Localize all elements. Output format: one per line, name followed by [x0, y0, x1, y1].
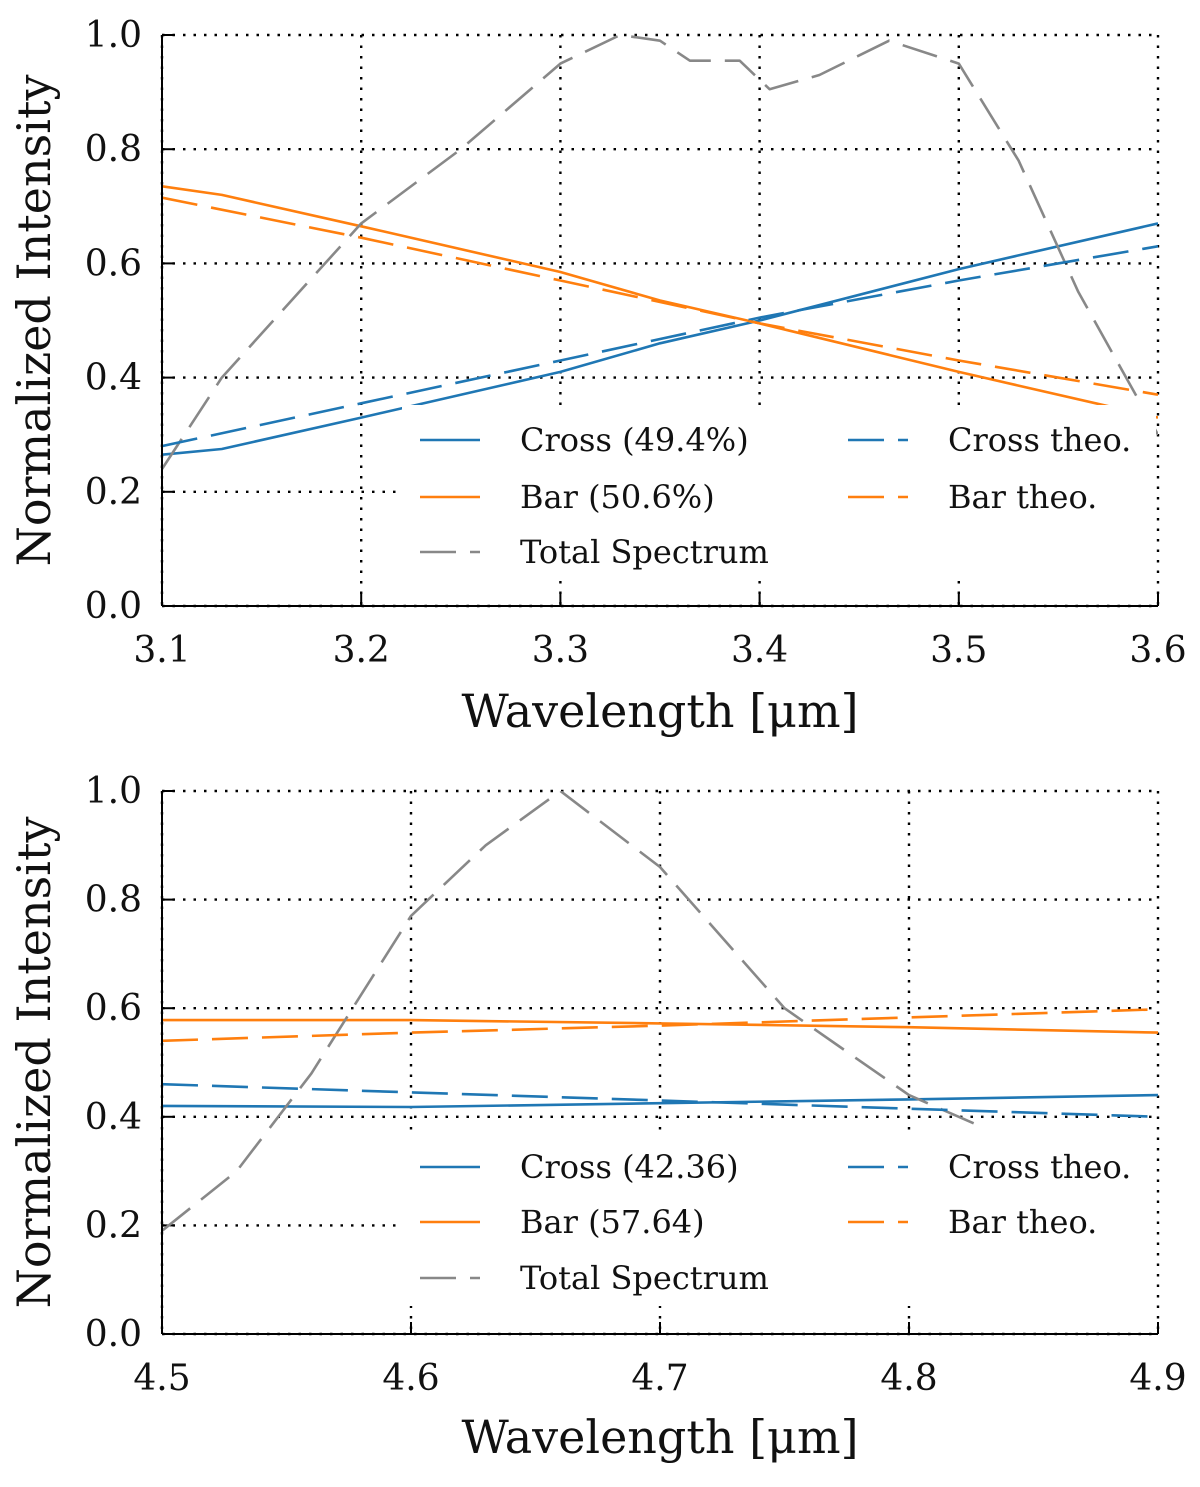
y-tick-label: 0.4	[85, 358, 142, 399]
legend-entry-total-spectrum: Total Spectrum	[420, 533, 769, 571]
series-line-bar-57-64	[162, 1018, 1158, 1034]
legend-label: Cross (42.36)	[520, 1148, 739, 1186]
series-line-cross-theo	[162, 245, 1158, 448]
x-tick-label: 4.5	[133, 1358, 190, 1399]
x-tick-label: 4.9	[1129, 1358, 1186, 1399]
legend-label: Cross (49.4%)	[520, 421, 749, 459]
x-tick-label: 4.8	[880, 1358, 937, 1399]
series-line-total-spectrum	[162, 35, 1158, 470]
tick-labels: 3.1 3.2 3.3 3.4 3.5 3.6 0.0 0.2 0.4 0.6 0.8 1.0	[85, 15, 1187, 671]
legend-entry-bar-50-6: Bar (50.6%)	[420, 478, 715, 516]
series-group	[162, 791, 1158, 1232]
y-tick-label: 0.4	[85, 1097, 142, 1138]
legend-label: Bar (57.64)	[520, 1203, 705, 1241]
series-line-cross-42-36	[162, 1093, 1158, 1109]
series-group	[162, 35, 1158, 470]
legend-entry-bar-theo: Bar theo.	[848, 1203, 1097, 1241]
legend-label: Cross theo.	[948, 1148, 1131, 1186]
x-tick-label: 4.7	[631, 1358, 688, 1399]
y-tick-label: 0.8	[85, 880, 142, 921]
y-tick-label: 0.0	[85, 1314, 142, 1355]
x-tick-label: 3.5	[930, 630, 987, 671]
x-tick-label: 4.6	[382, 1358, 439, 1399]
y-tick-label: 0.2	[85, 472, 142, 513]
legend-label: Total Spectrum	[520, 533, 769, 571]
x-tick-label: 3.4	[731, 630, 788, 671]
legend-background	[402, 405, 1156, 580]
x-tick-label: 3.2	[333, 630, 390, 671]
x-tick-label: 3.1	[133, 630, 190, 671]
series-line-cross-49-4	[162, 222, 1158, 456]
legend-entry-cross-theo: Cross theo.	[848, 1148, 1131, 1186]
legend-entry-total-spectrum: Total Spectrum	[420, 1259, 769, 1297]
series-line-total-spectrum	[162, 791, 985, 1232]
axes-frame	[161, 791, 1158, 1335]
y-axis-label: Normalized Intensity	[7, 75, 61, 567]
x-tick-label: 3.3	[532, 630, 589, 671]
legend-label: Total Spectrum	[520, 1259, 769, 1297]
legend-background	[402, 1132, 1156, 1306]
y-tick-label: 0.6	[85, 988, 142, 1029]
y-tick-label: 0.6	[85, 243, 142, 284]
axes-frame	[161, 35, 1158, 607]
legend-label: Bar theo.	[948, 1203, 1097, 1241]
y-tick-label: 0.8	[85, 129, 142, 170]
y-tick-label: 0.2	[85, 1205, 142, 1246]
legend-label: Bar theo.	[948, 478, 1097, 516]
series-line-bar-theo	[162, 196, 1158, 396]
y-tick-label: 0.0	[85, 586, 142, 627]
legend-entry-cross-theo: Cross theo.	[848, 421, 1131, 459]
x-tick-label: 3.6	[1129, 630, 1186, 671]
bottom-chart-panel: Cross (42.36) Bar (57.64) Total Spectrum Cr…	[7, 771, 1187, 1464]
legend-label: Bar (50.6%)	[520, 478, 715, 516]
legend-entry-bar-57-64: Bar (57.64)	[420, 1203, 705, 1241]
x-axis-label: Wavelength [μm]	[461, 1410, 858, 1464]
y-tick-label: 1.0	[85, 771, 142, 812]
series-line-bar-50-6	[162, 185, 1158, 419]
legend: Cross (49.4%) Bar (50.6%) Total Spectrum Cr…	[402, 405, 1156, 580]
tick-labels: 4.5 4.6 4.7 4.8 4.9 0.0 0.2 0.4 0.6 0.8 1.0	[85, 771, 1187, 1399]
top-chart-panel: Cross (49.4%) Bar (50.6%) Total Spectrum Cr…	[7, 15, 1187, 738]
legend-entry-cross-42-36: Cross (42.36)	[420, 1148, 739, 1186]
legend-label: Cross theo.	[948, 421, 1131, 459]
y-tick-label: 1.0	[85, 15, 142, 56]
legend: Cross (42.36) Bar (57.64) Total Spectrum Cr…	[402, 1132, 1156, 1306]
legend-entry-cross-49-4: Cross (49.4%)	[420, 421, 749, 459]
series-line-bar-theo	[162, 1008, 1158, 1043]
legend-entry-bar-theo: Bar theo.	[848, 478, 1097, 516]
x-axis-label: Wavelength [μm]	[461, 684, 858, 738]
series-line-cross-theo	[162, 1082, 1158, 1119]
y-axis-label: Normalized Intensity	[7, 817, 61, 1309]
